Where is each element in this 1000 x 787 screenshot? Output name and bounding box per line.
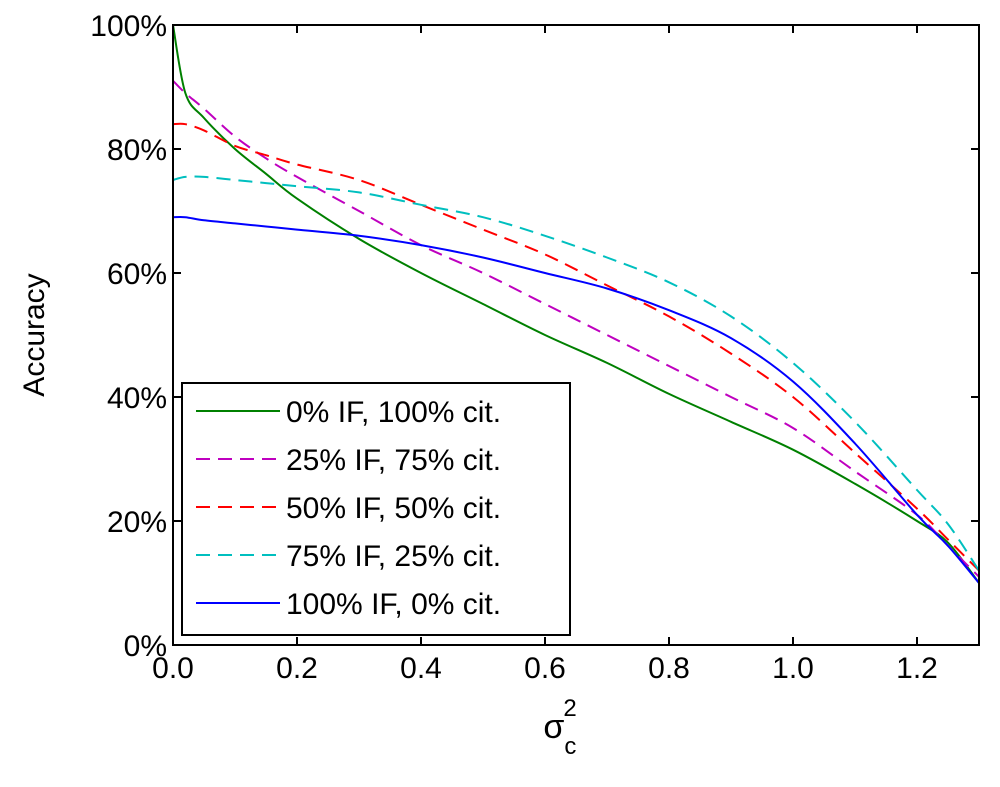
y-tick-label: 60% — [107, 258, 167, 291]
x-axis-label-superscript: 2 — [563, 695, 576, 722]
legend-label: 75% IF, 25% cit. — [286, 540, 501, 573]
x-tick-label: 1.2 — [896, 652, 938, 685]
series-line-100pct-if-0pct-cit — [172, 215, 980, 584]
x-tick-label: 0.6 — [524, 652, 566, 685]
legend-entries: 0% IF, 100% cit. 25% IF, 75% cit. 50% IF, … — [196, 396, 501, 621]
y-tick-label: 40% — [107, 382, 167, 415]
x-axis-label-subscript: c — [564, 733, 576, 760]
legend-label: 50% IF, 50% cit. — [286, 492, 501, 525]
series-line-0pct-if-100pct-cit — [172, 24, 980, 584]
x-tick-label: 0.8 — [648, 652, 690, 685]
legend-box — [181, 382, 571, 636]
y-tick-label: 0% — [124, 630, 167, 663]
x-tick-label: 1.0 — [772, 652, 814, 685]
x-tick-label: 0.4 — [400, 652, 442, 685]
x-axis: 0.0 0.2 0.4 0.6 0.8 1.0 1.2 — [152, 25, 938, 685]
series-layer — [172, 24, 980, 584]
y-tick-label: 100% — [90, 10, 167, 43]
y-tick-label: 20% — [107, 506, 167, 539]
legend-label: 100% IF, 0% cit. — [286, 588, 501, 621]
legend-label: 25% IF, 75% cit. — [286, 444, 501, 477]
y-axis-label: Accuracy — [18, 273, 51, 396]
legend-label: 0% IF, 100% cit. — [286, 396, 501, 429]
series-line-75pct-if-25pct-cit — [172, 175, 980, 572]
x-axis-label-symbol: σ — [543, 708, 564, 746]
x-tick-label: 0.2 — [276, 652, 318, 685]
series-line-50pct-if-50pct-cit — [172, 122, 980, 572]
legend: 0% IF, 100% cit. 25% IF, 75% cit. 50% IF, … — [181, 382, 571, 636]
y-axis: 0% 20% 40% 60% 80% 100% — [90, 10, 979, 663]
x-axis-label: σc 2 — [543, 695, 576, 760]
plot-frame — [172, 24, 980, 646]
y-tick-label: 80% — [107, 134, 167, 167]
x-tick-label: 0.0 — [152, 652, 194, 685]
